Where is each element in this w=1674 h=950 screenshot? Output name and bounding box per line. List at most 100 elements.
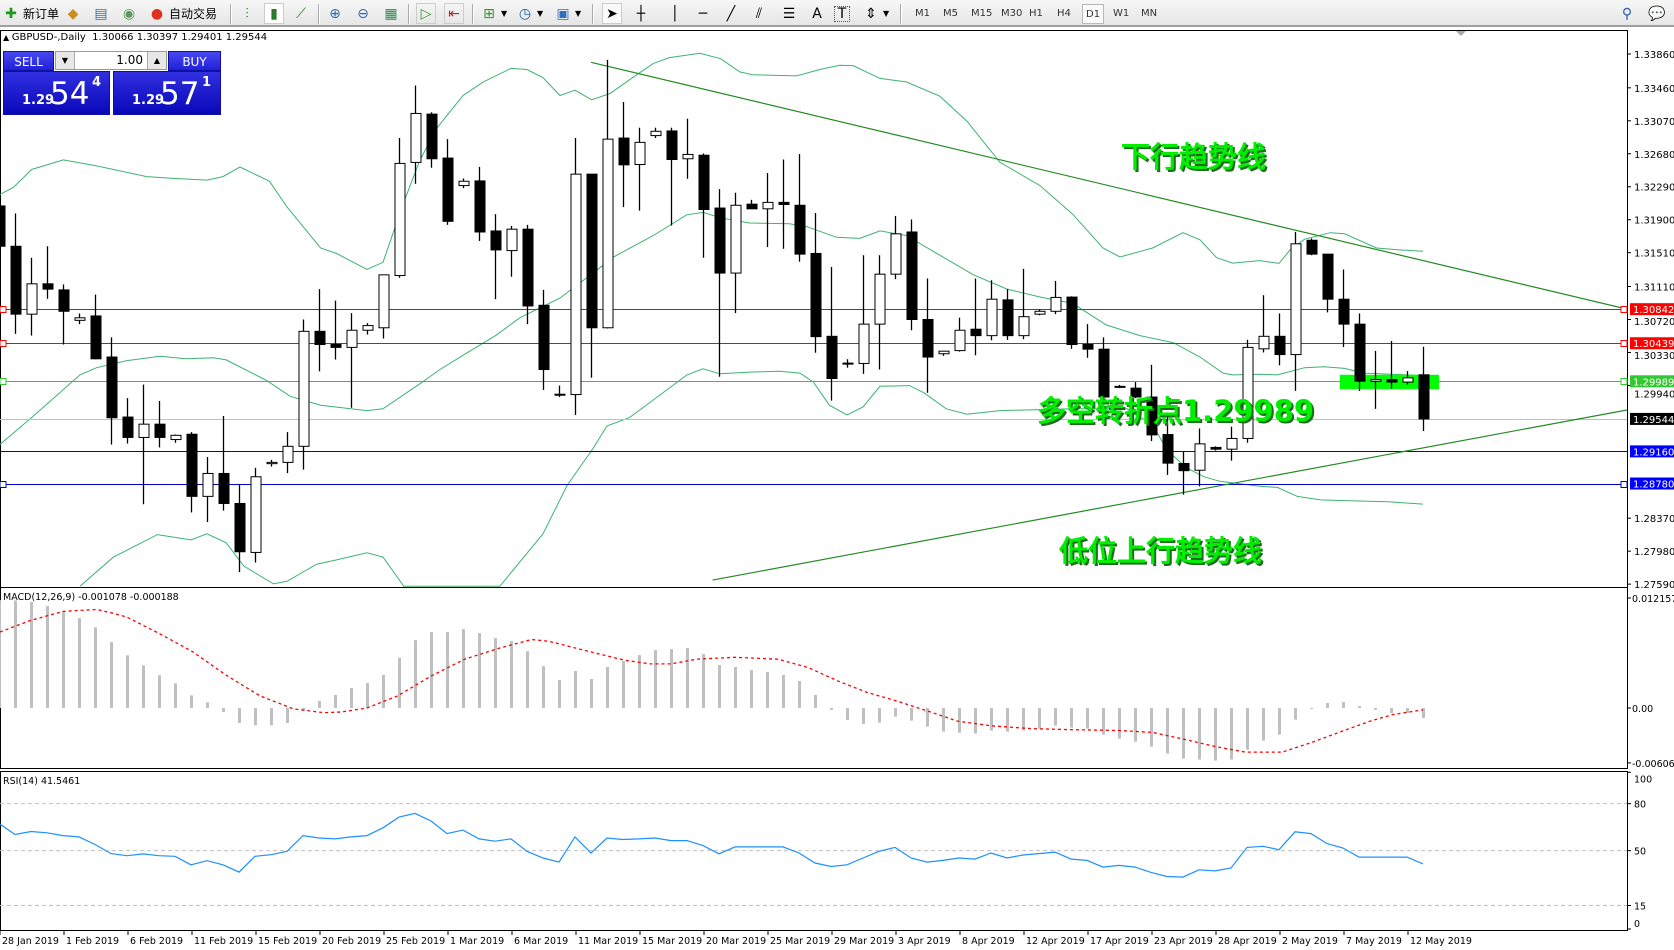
candle-body-bull (346, 329, 358, 348)
timeframe-m5[interactable]: M5 (943, 8, 958, 19)
macd-histogram-bar (718, 665, 721, 708)
chart-header: ▲ GBPUSD-,Daily 1.30066 1.30397 1.29401 … (3, 32, 267, 43)
lot-size-stepper[interactable]: ▼ 1.00 ▲ (55, 51, 167, 70)
text-tool[interactable]: A (808, 3, 826, 24)
chat-icon: 💬 (1648, 5, 1666, 22)
fibonacci-tool[interactable]: ☰ (780, 3, 798, 24)
data-window-button[interactable]: ▤ (92, 3, 110, 24)
zoom-in-button[interactable]: ⊕ (326, 3, 344, 24)
candle (10, 213, 22, 334)
line-chart-button[interactable]: ⟋ (292, 3, 310, 24)
search-button[interactable]: ⚲ (1618, 3, 1636, 24)
level-price-label: 1.29989 (1633, 377, 1674, 388)
timeframe-mn[interactable]: MN (1141, 8, 1158, 19)
macd-pane-frame (0, 587, 1628, 769)
rsi-tick-label: 15 (1634, 901, 1646, 912)
candle (1194, 428, 1206, 487)
cursor-tool[interactable]: ➤ (602, 3, 622, 24)
up-trend-annotation[interactable]: 低位上行趋势线 (1059, 534, 1263, 568)
tile-windows-button[interactable]: ▦ (382, 3, 400, 24)
candle (1098, 337, 1110, 399)
sell-button[interactable]: SELL (3, 51, 54, 71)
arrows-icon: ⇕ (865, 5, 877, 22)
down-trend-annotation[interactable]: 下行趋势线 (1121, 140, 1267, 174)
auto-scroll-button[interactable]: ▷ (416, 3, 436, 24)
timeframe-d1[interactable]: D1 (1082, 4, 1105, 24)
arrows-tool[interactable]: ⇕ ▼ (862, 3, 889, 24)
periods-button[interactable]: ◷ ▼ (516, 3, 543, 24)
timeframe-m1[interactable]: M1 (915, 8, 930, 19)
templates-button[interactable]: ▣ ▼ (554, 3, 581, 24)
decrease-lots-button[interactable]: ▼ (56, 52, 75, 69)
macd-histogram-bar (574, 671, 577, 708)
price-tick-label: 1.30720 (1634, 317, 1674, 328)
navigator-button[interactable]: ◉ (120, 3, 138, 24)
date-label: 6 Mar 2019 (514, 936, 568, 947)
candle (442, 139, 454, 225)
candle-body-bull (266, 461, 278, 465)
vertical-line-tool[interactable]: │ (666, 3, 684, 24)
new-order-button[interactable]: ✚ 新订单 (2, 3, 59, 24)
market-watch-button[interactable]: ◆ (64, 3, 82, 24)
timeframe-h1[interactable]: H1 (1029, 8, 1043, 19)
candle (1018, 268, 1030, 340)
candlestick-button[interactable]: ▮ (264, 3, 284, 24)
timeframe-m15[interactable]: M15 (971, 8, 993, 19)
chat-button[interactable]: 💬 (1648, 3, 1666, 24)
candle-body-bear (618, 137, 630, 166)
date-label: 3 Apr 2019 (898, 936, 951, 947)
crosshair-tool[interactable]: ┼ (632, 3, 650, 24)
text-label-tool[interactable]: T (834, 3, 850, 24)
timeframe-w1[interactable]: W1 (1113, 8, 1130, 19)
buy-price-button[interactable]: 1.29 57 1 (113, 71, 221, 115)
candle-body-bull (730, 204, 742, 274)
auto-trading-button[interactable]: ● 自动交易 (148, 3, 217, 24)
collapse-triangle-icon[interactable]: ▲ (3, 33, 12, 42)
indicators-button[interactable]: ⊞ ▼ (480, 3, 507, 24)
candle-body-bull (1050, 296, 1062, 312)
trendline-icon: ╱ (726, 5, 736, 22)
macd-histogram-bar (862, 708, 865, 724)
candle (1386, 340, 1398, 389)
zoom-out-button[interactable]: ⊖ (354, 3, 372, 24)
macd-histogram-bar (654, 650, 657, 708)
down-trendline[interactable] (590, 61, 1627, 310)
equidistant-channel-tool[interactable]: ⫽ (750, 3, 768, 24)
toolbar: ✚ 新订单 ◆ ▤ ◉ ● 自动交易 ⫶ ▮ ⟋ ⊕ ⊖ ▦ ▷ ⇤ ⊞ ▼ ◷ ▼… (0, 0, 1674, 27)
candle-body-bear (314, 330, 326, 346)
level-marker-right (1620, 378, 1628, 385)
chart-shift-button[interactable]: ⇤ (444, 3, 464, 24)
level-price-label: 1.29544 (1633, 415, 1674, 426)
lot-size-input[interactable]: 1.00 (116, 53, 143, 67)
buy-button[interactable]: BUY (168, 51, 221, 71)
macd-histogram-bar (1422, 708, 1425, 719)
candle (1034, 309, 1046, 316)
price-tick-label: 1.31900 (1634, 216, 1674, 227)
candle (554, 385, 566, 398)
macd-histogram-bar (318, 700, 321, 708)
candle-body-bear (474, 180, 486, 233)
market-watch-icon: ◆ (67, 5, 79, 22)
date-label: 1 Feb 2019 (66, 936, 119, 947)
candle (1066, 296, 1078, 349)
dropdown-arrow-icon: ▼ (575, 9, 582, 18)
pivot-annotation[interactable]: 多空转折点1.29989 (1037, 394, 1315, 428)
up-trendline[interactable] (712, 409, 1627, 581)
trendline-tool[interactable]: ╱ (722, 3, 740, 24)
price-tick-label: 1.31510 (1634, 249, 1674, 260)
timeframe-h4[interactable]: H4 (1057, 8, 1071, 19)
candle-body-bear (426, 113, 438, 160)
bar-chart-button[interactable]: ⫶ (238, 3, 256, 24)
macd-histogram-bar (558, 680, 561, 708)
macd-histogram-bar (990, 708, 993, 731)
sell-price-button[interactable]: 1.29 54 4 (3, 71, 110, 115)
candle (1130, 382, 1142, 399)
candle-body-bear (714, 207, 726, 274)
increase-lots-button[interactable]: ▲ (147, 52, 166, 69)
auto-trading-icon: ● (150, 5, 164, 22)
candle (602, 59, 614, 329)
candle (618, 102, 630, 208)
timeframe-m30[interactable]: M30 (1001, 8, 1023, 19)
horizontal-line-tool[interactable]: ─ (694, 3, 712, 24)
